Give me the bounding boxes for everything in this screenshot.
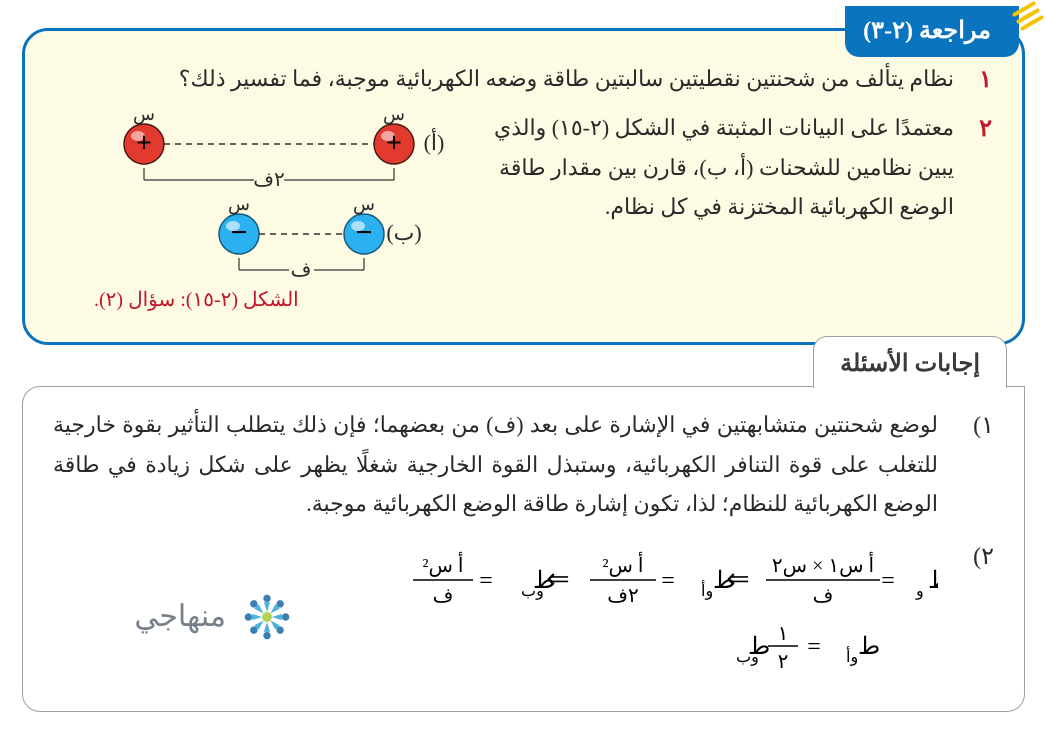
svg-text:+: + <box>386 128 402 159</box>
svg-text:ط: ط <box>928 568 938 594</box>
answers-header: إجابات الأسئلة <box>813 336 1007 388</box>
charge-diagram: (أ) + س + س <box>94 108 474 318</box>
svg-text:١: ١ <box>778 623 789 645</box>
svg-text:وأ: وأ <box>846 646 858 666</box>
q1-text: نظام يتألف من شحنتين نقطيتين سالبتين طاق… <box>55 59 954 99</box>
svg-text:٢: ٢ <box>778 651 789 673</box>
a2-number: ٢) <box>956 536 994 579</box>
review-header: مراجعة (٢-٣) <box>845 6 1019 57</box>
q1-number: ١ <box>964 59 992 102</box>
svg-text:أ س²: أ س² <box>603 551 644 577</box>
watermark-logo-icon <box>236 586 298 648</box>
watermark-text: منهاجي <box>134 590 226 644</box>
svg-text:ف: ف <box>291 259 312 281</box>
svg-text:و: و <box>915 583 924 600</box>
question-box: ١ نظام يتألف من شحنتين نقطيتين سالبتين ط… <box>22 28 1025 345</box>
svg-text:س: س <box>133 108 155 125</box>
svg-text:ف: ف <box>813 585 834 607</box>
svg-text:−: − <box>230 216 247 249</box>
q2-line3: الوضع الكهربائية المختزنة في كل نظام. <box>494 187 954 227</box>
a1-number: ١) <box>956 405 994 448</box>
answer-1: ١) لوضع شحنتين متشابهتين في الإشارة على … <box>53 405 994 524</box>
answer-2: ٢) ط و = أ س١ × س٢ ف <box>53 536 994 689</box>
svg-text:ط: ط <box>858 634 880 660</box>
svg-text:=: = <box>881 568 895 594</box>
watermark: منهاجي <box>134 586 298 648</box>
svg-text:وب: وب <box>736 649 759 666</box>
svg-text:أ س١ × س٢: أ س١ × س٢ <box>772 551 874 577</box>
svg-text:(ب): (ب) <box>386 220 421 245</box>
svg-text:=: = <box>661 568 675 594</box>
svg-text:س: س <box>353 194 375 215</box>
svg-text:(أ): (أ) <box>424 127 445 155</box>
question-2: ٢ معتمدًا على البيانات المثبتة في الشكل … <box>55 108 992 318</box>
svg-text:ف: ف <box>433 585 454 607</box>
answers-section: إجابات الأسئلة ١) لوضع شحنتين متشابهتين … <box>22 334 1025 712</box>
a1-text: لوضع شحنتين متشابهتين في الإشارة على بعد… <box>53 405 938 524</box>
svg-text:+: + <box>136 128 152 159</box>
q2-line1: معتمدًا على البيانات المثبتة في الشكل (٢… <box>494 108 954 148</box>
svg-text:=: = <box>479 568 493 594</box>
question-1: ١ نظام يتألف من شحنتين نقطيتين سالبتين ط… <box>55 59 992 102</box>
svg-text:أ س²: أ س² <box>423 551 464 577</box>
q2-line2: يبين نظامين للشحنات (أ، ب)، قارن بين مقد… <box>494 148 954 188</box>
svg-text:س: س <box>228 194 250 215</box>
q2-number: ٢ <box>964 108 992 151</box>
svg-text:س: س <box>383 108 405 125</box>
svg-text:=: = <box>807 634 821 660</box>
svg-text:٢ف: ٢ف <box>253 169 284 191</box>
svg-text:ط: ط <box>713 568 735 594</box>
svg-text:−: − <box>355 216 372 249</box>
svg-text:٢ف: ٢ف <box>607 585 638 607</box>
figure-caption: الشكل (٢-١٥): سؤال (٢). <box>94 282 299 318</box>
q2-text: معتمدًا على البيانات المثبتة في الشكل (٢… <box>494 108 954 227</box>
svg-text:وأ: وأ <box>701 580 713 600</box>
equations: ط و = أ س١ × س٢ ف ⇐ ط وأ = <box>328 546 938 689</box>
svg-text:وب: وب <box>521 583 544 600</box>
